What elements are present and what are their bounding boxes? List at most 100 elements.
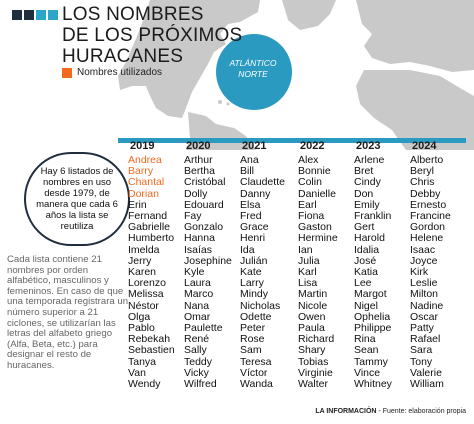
year-label-2024: 2024 bbox=[412, 140, 437, 152]
map-label: ATLÁNTICO NORTE bbox=[229, 58, 277, 79]
hurricane-name: Lorenzo bbox=[128, 277, 166, 290]
hurricane-name: Edouard bbox=[184, 198, 224, 211]
hurricane-name: Teddy bbox=[184, 355, 213, 368]
hurricane-name: Víctor bbox=[240, 366, 268, 379]
hurricane-name: Sally bbox=[184, 344, 207, 357]
hurricane-name: Kirk bbox=[410, 266, 429, 279]
hurricane-name: Whitney bbox=[354, 378, 392, 391]
hurricane-name: Rose bbox=[240, 333, 265, 346]
hurricane-name: Lee bbox=[354, 277, 372, 290]
hurricane-name: Rina bbox=[354, 333, 376, 346]
hurricane-name: Valerie bbox=[410, 366, 442, 379]
hurricane-name: Sam bbox=[240, 344, 262, 357]
hurricane-name: Gabrielle bbox=[128, 221, 171, 234]
hurricane-name: Tobias bbox=[298, 355, 329, 368]
hurricane-name: Karen bbox=[128, 266, 157, 279]
hurricane-name: Franklin bbox=[354, 210, 392, 223]
hurricane-name: Wanda bbox=[240, 378, 273, 391]
year-label-2021: 2021 bbox=[242, 140, 267, 152]
hurricane-name: René bbox=[184, 333, 210, 346]
hurricane-name: Fay bbox=[184, 210, 202, 223]
hurricane-name: Laura bbox=[184, 277, 211, 290]
names-column-2021: Ana Bill Claudette Danny Elsa Fred Grace Henri I… bbox=[240, 154, 285, 391]
hurricane-name: Emily bbox=[354, 198, 380, 211]
header-square bbox=[48, 10, 58, 20]
hurricane-name: Rebekah bbox=[128, 333, 171, 346]
hurricane-name: Isaías bbox=[184, 243, 213, 256]
hurricane-name: Nicholas bbox=[240, 299, 281, 312]
hurricane-name: Cristóbal bbox=[184, 176, 226, 189]
hurricane-name: Omar bbox=[184, 310, 211, 323]
hurricane-name: Henri bbox=[240, 232, 266, 245]
year-label-2022: 2022 bbox=[300, 140, 325, 152]
hurricane-name: Katia bbox=[354, 266, 378, 279]
hurricane-name: Patty bbox=[410, 322, 434, 335]
hurricane-name: Lisa bbox=[298, 277, 318, 290]
hurricane-name: Fred bbox=[240, 210, 262, 223]
hurricane-name: Nicole bbox=[298, 299, 328, 312]
hurricane-name: Danny bbox=[240, 187, 271, 200]
hurricane-name: Larry bbox=[240, 277, 264, 290]
hurricane-name: Martin bbox=[298, 288, 328, 301]
hurricane-name: Beryl bbox=[410, 165, 434, 178]
hurricane-name: Alberto bbox=[410, 154, 444, 166]
hurricane-name: Humberto bbox=[128, 232, 175, 245]
hurricane-name: Debby bbox=[410, 187, 441, 200]
hurricane-name: Fernand bbox=[128, 210, 168, 223]
legend-label: Nombres utilizados bbox=[77, 67, 163, 78]
hurricane-name: Arthur bbox=[184, 154, 213, 166]
year-label-2023: 2023 bbox=[356, 140, 381, 152]
year-label-2020: 2020 bbox=[186, 140, 211, 152]
hurricane-name: Paulette bbox=[184, 322, 223, 335]
africa-landmass bbox=[356, 70, 474, 150]
footer-note: - Fuente: elaboración propia bbox=[376, 408, 466, 415]
hurricane-name: Helene bbox=[410, 232, 444, 245]
hurricane-name: Olga bbox=[128, 310, 151, 323]
page-title: LOS NOMBRES DE LOS PRÓXIMOS HURACANES bbox=[62, 4, 243, 67]
hurricane-name: Claudette bbox=[240, 176, 285, 189]
hurricane-name: Leslie bbox=[410, 277, 438, 290]
names-column-2020: Arthur Bertha Cristóbal Dolly Edouard Fay Gonz… bbox=[184, 154, 232, 391]
hurricane-name: Tammy bbox=[354, 355, 388, 368]
hurricane-name: Julián bbox=[240, 254, 268, 267]
hurricane-name: Owen bbox=[298, 310, 326, 323]
hurricane-name: Arlene bbox=[354, 154, 385, 166]
hurricane-name: Gert bbox=[354, 221, 375, 234]
hurricane-name: William bbox=[410, 378, 444, 391]
footer-source: LA INFORMACIÓN bbox=[315, 408, 377, 415]
hurricane-name: Nana bbox=[184, 299, 210, 312]
hurricane-name: Grace bbox=[240, 221, 269, 234]
hurricane-name: Shary bbox=[298, 344, 326, 357]
hurricane-name: Chantal bbox=[128, 176, 165, 189]
header-square bbox=[36, 10, 46, 20]
hurricane-name: Chris bbox=[410, 176, 435, 189]
hurricane-name: Imelda bbox=[128, 243, 160, 256]
hurricane-name: Harold bbox=[354, 232, 385, 245]
hurricane-name: Elsa bbox=[240, 198, 261, 211]
hurricane-name: Cindy bbox=[354, 176, 381, 189]
hurricane-name: Alex bbox=[298, 154, 319, 166]
hurricane-name: Melissa bbox=[128, 288, 164, 301]
hurricane-name: Sean bbox=[354, 344, 379, 357]
hurricane-name: Paula bbox=[298, 322, 325, 335]
hurricane-name: Rafael bbox=[410, 333, 441, 346]
hurricane-name: Sebastien bbox=[128, 344, 175, 357]
hurricane-name: Francine bbox=[410, 210, 451, 223]
header-square bbox=[12, 10, 22, 20]
hurricane-name: Kyle bbox=[184, 266, 205, 279]
europe-landmass bbox=[356, 0, 474, 72]
hurricane-name: Idalia bbox=[354, 243, 380, 256]
hurricane-name: Jerry bbox=[128, 254, 152, 267]
hurricane-name: Néstor bbox=[128, 299, 159, 312]
hurricane-name: Don bbox=[354, 187, 374, 200]
footer: LA INFORMACIÓN - Fuente: elaboración pro… bbox=[315, 408, 466, 415]
hurricane-name: Bonnie bbox=[298, 165, 331, 178]
hurricane-name: Ian bbox=[298, 243, 313, 256]
hurricane-name: Gaston bbox=[298, 221, 332, 234]
hurricane-name: Oscar bbox=[410, 310, 439, 323]
legend-swatch bbox=[62, 67, 72, 78]
hurricane-name: Isaac bbox=[410, 243, 436, 256]
hurricane-name: Kate bbox=[240, 266, 262, 279]
hurricane-name: Joyce bbox=[410, 254, 438, 267]
hurricane-name: Wilfred bbox=[184, 378, 217, 391]
